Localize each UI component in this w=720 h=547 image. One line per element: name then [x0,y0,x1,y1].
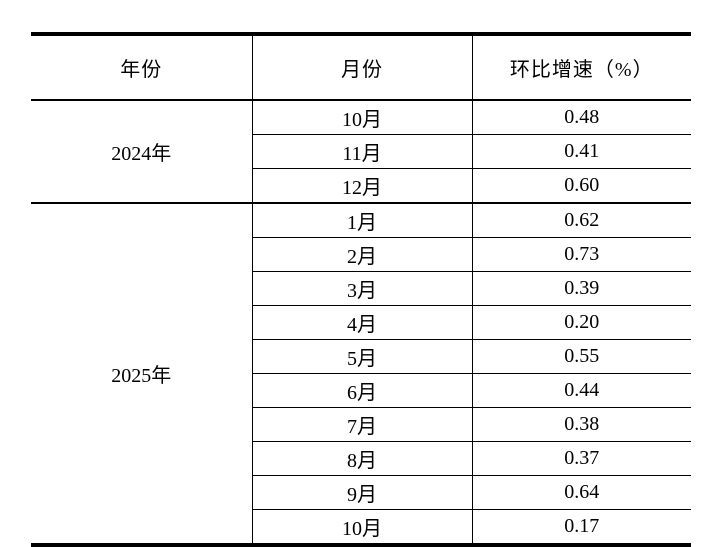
growth-rate-value-cell: 0.62 [472,202,691,238]
growth-rate-value-cell: 0.38 [472,407,691,442]
month-cell: 8月 [252,441,473,476]
table-row: 12月 0.60 [31,168,691,203]
month-cell: 4月 [252,305,473,340]
growth-rate-value-cell: 0.20 [472,305,691,340]
table-row: 2025年 1月 0.62 [31,202,691,545]
growth-rate-table: 年份 月份 环比增速（%） 2024年 10月 0.48 11月 0.41 12月 0.60… [31,32,691,547]
table-row: 11月 0.41 [31,134,691,169]
growth-rate-value-cell: 0.37 [472,441,691,476]
table-row: 4月 0.20 [31,305,691,340]
month-cell: 10月 [252,99,473,135]
table-header-row: 年份 月份 环比增速（%） [31,34,691,101]
growth-rate-value-cell: 0.64 [472,475,691,510]
month-cell: 2月 [252,237,473,272]
month-cell: 12月 [252,168,473,203]
table-row: 5月 0.55 [31,339,691,374]
month-cell: 3月 [252,271,473,306]
growth-rate-value-cell: 0.39 [472,271,691,306]
month-cell: 1月 [252,202,473,238]
growth-rate-value-cell: 0.41 [472,134,691,169]
table-row: 3月 0.39 [31,271,691,306]
year-cell: 2025年 [31,202,253,545]
column-header-year: 年份 [31,34,253,101]
month-cell: 7月 [252,407,473,442]
table-row: 7月 0.38 [31,407,691,442]
month-cell: 5月 [252,339,473,374]
growth-rate-value-cell: 0.73 [472,237,691,272]
table-row: 2024年 10月 0.48 [31,99,691,203]
column-header-growth-rate: 环比增速（%） [472,34,691,101]
table-row: 8月 0.37 [31,441,691,476]
growth-rate-value-cell: 0.17 [472,509,691,545]
month-cell: 11月 [252,134,473,169]
growth-rate-value-cell: 0.55 [472,339,691,374]
table-row: 10月 0.17 [31,509,691,545]
growth-rate-value-cell: 0.60 [472,168,691,203]
table-row: 2月 0.73 [31,237,691,272]
month-cell: 10月 [252,509,473,545]
column-header-month: 月份 [252,34,473,101]
year-cell: 2024年 [31,99,253,203]
table-row: 6月 0.44 [31,373,691,408]
month-cell: 9月 [252,475,473,510]
table-body: 2024年 10月 0.48 11月 0.41 12月 0.60 2025年 1月 0.62 2月 0… [31,99,691,545]
month-cell: 6月 [252,373,473,408]
growth-rate-value-cell: 0.48 [472,99,691,135]
table-row: 9月 0.64 [31,475,691,510]
growth-rate-value-cell: 0.44 [472,373,691,408]
